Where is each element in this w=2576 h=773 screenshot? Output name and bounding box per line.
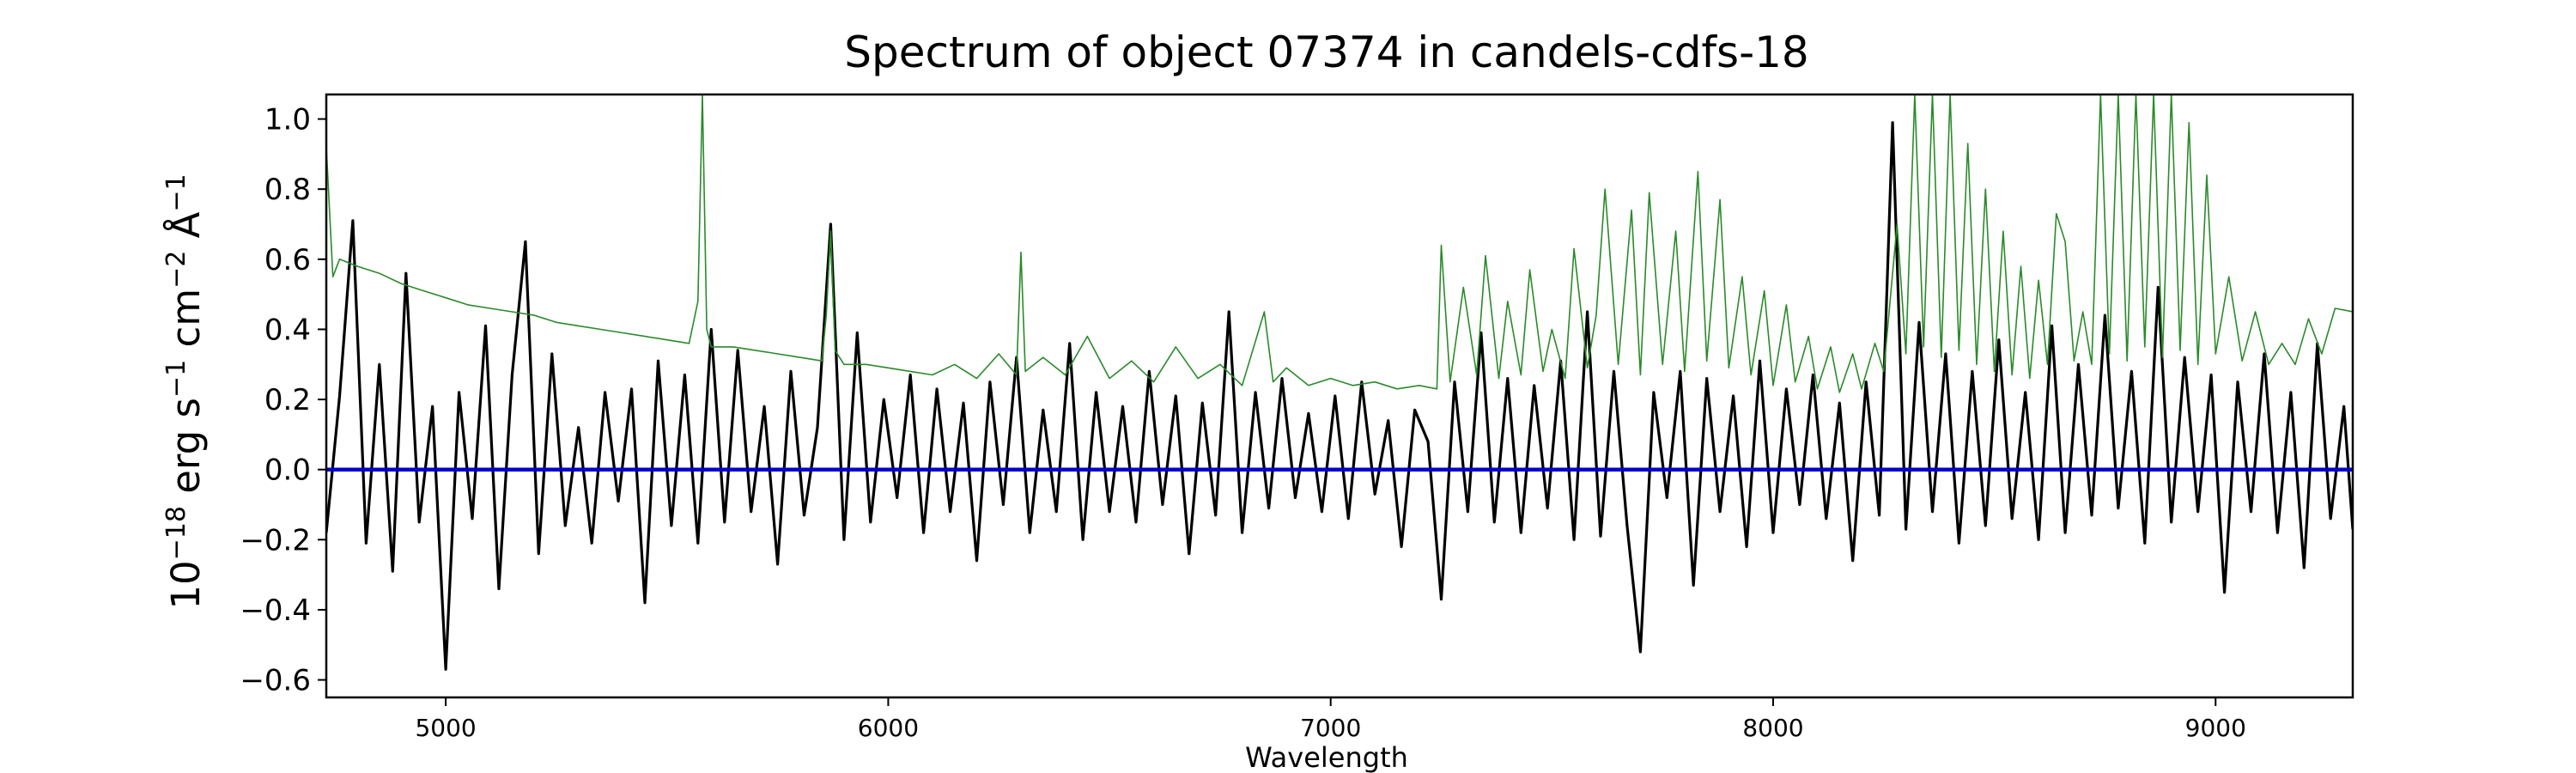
y-label-erg-s: erg s <box>163 398 209 506</box>
x-tick-label: 6000 <box>858 714 919 742</box>
chart-title: Spectrum of object 07374 in candels-cdfs… <box>844 27 1809 77</box>
y-label-s-exponent: −1 <box>161 360 191 398</box>
series-group <box>326 94 2353 671</box>
y-label-cm-exponent: −2 <box>161 251 191 289</box>
x-tick-label: 8000 <box>1742 714 1803 742</box>
y-tick-label: 0.4 <box>264 313 311 347</box>
y-tick-label: 1.0 <box>264 103 311 137</box>
y-label-cm: cm <box>163 289 209 360</box>
x-tick-label: 5000 <box>415 714 476 742</box>
y-tick-label: −0.4 <box>240 593 311 628</box>
y-label-angstrom-exponent: −1 <box>161 173 191 211</box>
x-axis-label: Wavelength <box>1245 741 1408 773</box>
y-label-angstrom: Å <box>163 211 209 250</box>
x-tick-label: 9000 <box>2185 714 2246 742</box>
y-tick-label: 0.2 <box>264 383 311 417</box>
x-tick-label: 7000 <box>1300 714 1361 742</box>
flux-series-line <box>326 121 2353 671</box>
error-series-line <box>326 94 2353 393</box>
y-axis-label: 10−18 erg s−1 cm−2 Å−1 <box>161 173 210 609</box>
plot-area: −0.6 −0.4 −0.2 0.0 0.2 0.4 0.6 0.8 1.0 5000 6000 70… <box>240 93 2354 742</box>
y-label-prefix-exponent: −18 <box>161 506 191 560</box>
y-tick-label: −0.2 <box>240 523 311 557</box>
y-tick-label: −0.6 <box>240 664 311 698</box>
y-tick-label: 0.6 <box>264 243 311 277</box>
y-tick-label: 0.0 <box>264 453 311 488</box>
y-label-prefix: 10 <box>163 560 209 609</box>
plot-frame <box>325 93 2354 699</box>
y-tick-label: 0.8 <box>264 173 311 207</box>
